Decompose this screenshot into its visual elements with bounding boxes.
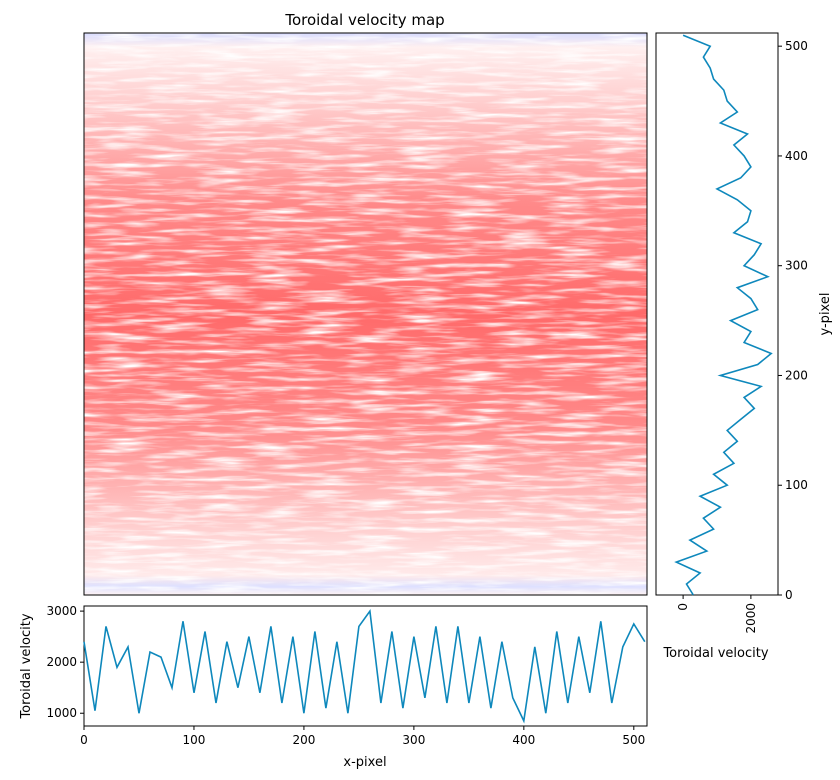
bottom-y-tick-label: 2000	[46, 655, 77, 669]
right-y-ticks: 0 100 200 300 400 500	[778, 39, 808, 602]
right-x-ticks: 0 2000	[676, 595, 758, 634]
bottom-y-axis-label: Toroidal velocity	[19, 613, 34, 719]
right-y-axis-label: y-pixel	[818, 293, 833, 336]
right-y-tick-label: 400	[785, 149, 808, 163]
bottom-x-tick-label: 100	[183, 733, 206, 747]
bottom-y-tick-label: 3000	[46, 604, 77, 618]
right-y-tick-label: 0	[785, 588, 793, 602]
right-profile-frame	[655, 32, 779, 596]
bottom-x-tick-label: 300	[402, 733, 425, 747]
heatmap-frame	[83, 32, 648, 596]
bottom-y-tick-label: 1000	[46, 706, 77, 720]
bottom-x-tick-label: 200	[292, 733, 315, 747]
right-y-tick-label: 300	[785, 259, 808, 273]
heatmap-image	[84, 33, 647, 595]
bottom-x-tick-label: 400	[512, 733, 535, 747]
bottom-x-axis-label: x-pixel	[343, 755, 386, 770]
bottom-x-tick-label: 500	[622, 733, 645, 747]
bottom-profile-frame	[83, 605, 648, 727]
bottom-x-tick-label: 0	[80, 733, 88, 747]
right-y-tick-label: 100	[785, 478, 808, 492]
heatmap-title: Toroidal velocity map	[284, 11, 444, 29]
right-profile-panel: 0 2000 0 100 200 300 400 500 Toroidal velocity…	[655, 32, 833, 661]
bottom-y-ticks: 1000 2000 3000	[46, 604, 84, 720]
right-y-tick-label: 500	[785, 39, 808, 53]
bottom-profile-line	[83, 608, 646, 724]
heatmap-texture	[84, 33, 647, 595]
bottom-x-ticks: 0 100 200 300 400 500	[80, 726, 645, 747]
right-x-tick-label: 2000	[744, 603, 758, 634]
right-x-axis-label: Toroidal velocity	[662, 646, 768, 661]
bottom-profile-panel: 0 100 200 300 400 500 1000 2000 3000 x-pixel To…	[19, 604, 648, 770]
right-y-tick-label: 200	[785, 368, 808, 382]
right-profile-line	[674, 34, 773, 596]
right-x-tick-label: 0	[676, 603, 690, 611]
